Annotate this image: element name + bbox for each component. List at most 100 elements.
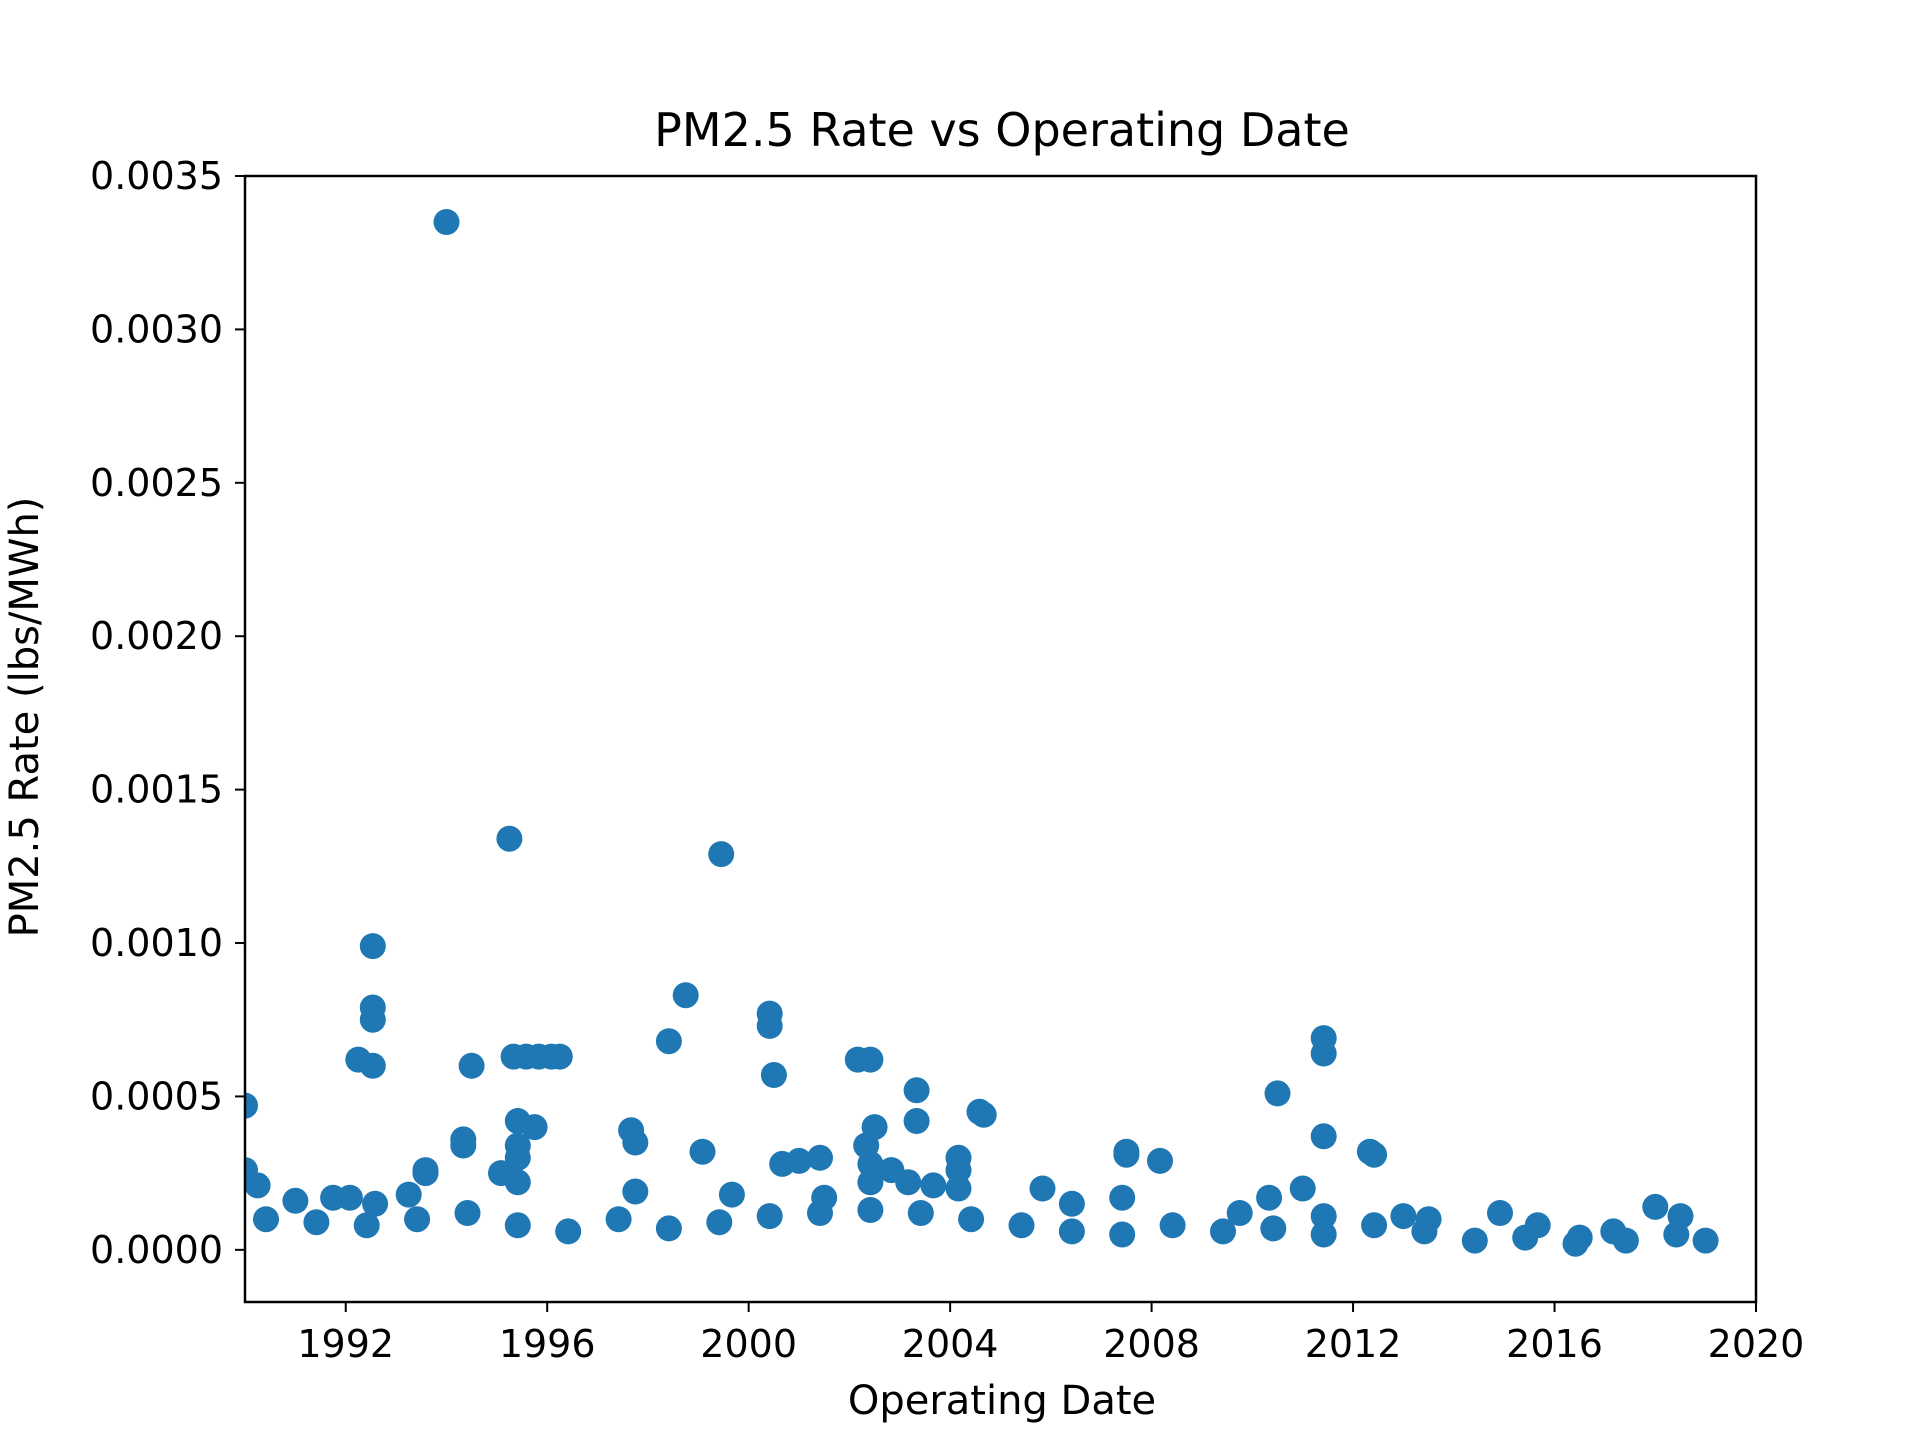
- data-point: [760, 1062, 787, 1088]
- data-point: [504, 1169, 531, 1196]
- data-point: [395, 1181, 422, 1208]
- data-point: [622, 1178, 649, 1205]
- data-point: [1692, 1227, 1719, 1254]
- data-point: [807, 1144, 833, 1171]
- data-point: [920, 1172, 947, 1199]
- data-point: [1113, 1141, 1140, 1168]
- data-point: [970, 1101, 997, 1128]
- data-point: [689, 1138, 716, 1165]
- data-point: [857, 1169, 884, 1196]
- y-tick-label: 0.0000: [90, 1228, 223, 1272]
- data-point: [807, 1200, 833, 1226]
- data-point: [1256, 1184, 1283, 1211]
- data-point: [756, 1203, 783, 1230]
- data-point: [1461, 1227, 1488, 1254]
- data-point: [1390, 1203, 1417, 1230]
- data-point: [1029, 1175, 1056, 1202]
- data-point: [1310, 1221, 1337, 1248]
- y-tick-label: 0.0005: [90, 1074, 223, 1118]
- data-point: [958, 1206, 985, 1233]
- data-point: [412, 1160, 439, 1187]
- data-point: [1663, 1221, 1690, 1248]
- data-point: [718, 1181, 745, 1208]
- data-point: [1411, 1218, 1438, 1245]
- data-point: [1310, 1040, 1337, 1067]
- y-tick-label: 0.0010: [90, 921, 223, 965]
- y-tick-label: 0.0025: [90, 461, 223, 505]
- data-point: [404, 1206, 431, 1233]
- data-point: [1289, 1175, 1316, 1202]
- data-point: [1260, 1215, 1287, 1242]
- data-point: [1109, 1184, 1136, 1211]
- data-point: [708, 841, 735, 868]
- data-point: [303, 1209, 330, 1236]
- data-point: [895, 1169, 922, 1196]
- data-point: [655, 1028, 682, 1055]
- data-point: [1058, 1190, 1085, 1217]
- data-point: [1512, 1224, 1539, 1251]
- x-tick-label: 2020: [1708, 1322, 1805, 1366]
- x-tick-label: 1996: [499, 1322, 596, 1366]
- data-point: [655, 1215, 682, 1242]
- data-point: [359, 1006, 386, 1033]
- y-tick-label: 0.0020: [90, 614, 223, 658]
- data-point: [907, 1200, 934, 1226]
- data-point: [605, 1206, 632, 1233]
- data-point: [857, 1197, 884, 1223]
- data-point: [253, 1206, 279, 1233]
- x-tick-label: 2004: [902, 1322, 999, 1366]
- data-point: [1147, 1147, 1173, 1174]
- data-point: [504, 1212, 531, 1239]
- data-point: [282, 1187, 309, 1214]
- data-point: [546, 1043, 573, 1070]
- data-point: [1159, 1212, 1186, 1239]
- data-point: [1612, 1227, 1639, 1254]
- data-point: [1487, 1200, 1513, 1226]
- data-point: [786, 1147, 812, 1174]
- data-point: [622, 1129, 649, 1156]
- data-point: [1226, 1200, 1253, 1226]
- data-point: [1310, 1203, 1337, 1230]
- data-point: [353, 1212, 380, 1239]
- data-point: [1361, 1212, 1388, 1239]
- data-point: [1058, 1218, 1085, 1245]
- data-point: [903, 1077, 930, 1104]
- x-tick-label: 2000: [700, 1322, 797, 1366]
- x-axis-label: Operating Date: [848, 1378, 1156, 1424]
- data-point: [903, 1108, 930, 1134]
- data-point: [1562, 1230, 1589, 1257]
- data-point: [756, 1012, 783, 1039]
- y-axis-ticks: 0.0000 0.0005 0.0010 0.0015 0.0020 0.0025 0.00…: [90, 154, 245, 1272]
- plot-frame: [243, 174, 1758, 1304]
- x-tick-label: 1992: [297, 1322, 394, 1366]
- y-axis-label: PM2.5 Rate (lbs/MWh): [2, 497, 48, 938]
- data-point: [1008, 1212, 1035, 1239]
- data-point: [458, 1052, 485, 1079]
- x-axis-ticks: 1992 1996 2000 2004 2008 2012 2016 2020: [297, 1302, 1804, 1366]
- data-point: [555, 1218, 582, 1245]
- x-tick-label: 2012: [1305, 1322, 1402, 1366]
- data-point: [359, 933, 386, 960]
- y-tick-label: 0.0015: [90, 768, 223, 812]
- chart-title: PM2.5 Rate vs Operating Date: [654, 103, 1350, 157]
- data-point: [706, 1209, 733, 1236]
- data-point: [857, 1046, 884, 1073]
- data-point: [245, 1092, 258, 1119]
- data-point: [496, 825, 523, 852]
- data-point: [1264, 1080, 1291, 1107]
- data-point: [362, 1190, 389, 1217]
- data-point: [672, 982, 699, 1009]
- x-tick-label: 2016: [1506, 1322, 1603, 1366]
- data-point: [521, 1114, 548, 1141]
- x-tick-label: 2008: [1103, 1322, 1200, 1366]
- data-point: [945, 1175, 972, 1202]
- data-point: [245, 1157, 258, 1184]
- data-point: [1109, 1221, 1136, 1248]
- data-point: [450, 1132, 477, 1159]
- data-point: [504, 1144, 531, 1171]
- data-point: [336, 1184, 363, 1211]
- data-point: [1642, 1193, 1669, 1220]
- data-point: [945, 1157, 972, 1184]
